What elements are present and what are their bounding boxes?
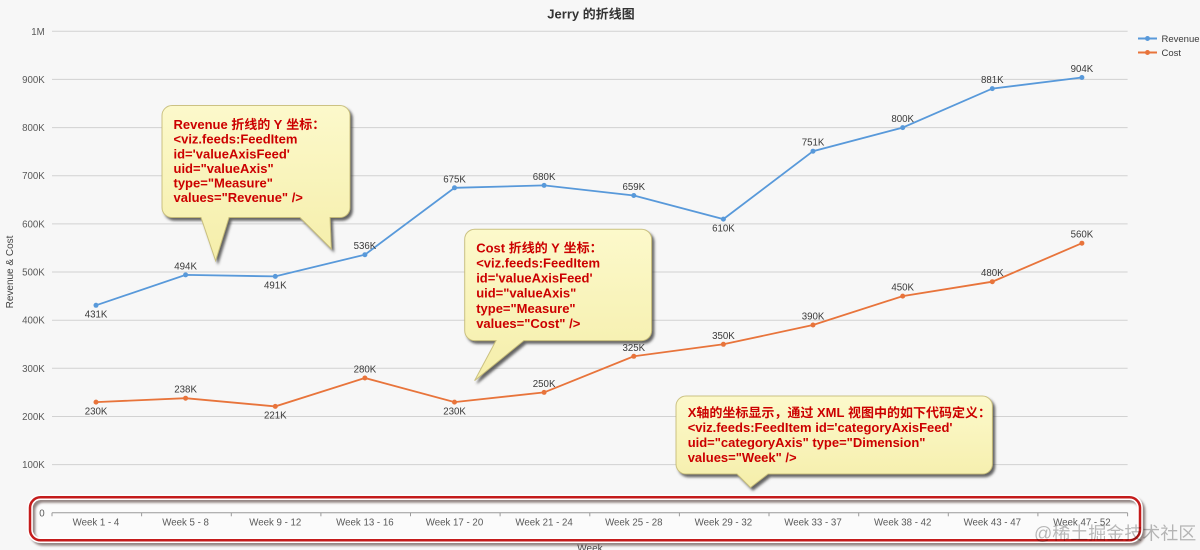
svg-text:Y: Y <box>270 117 285 132</box>
svg-text:494K: 494K <box>174 261 197 272</box>
svg-text:Y: Y <box>548 240 563 255</box>
svg-text:800K: 800K <box>22 123 45 134</box>
svg-text:Jerry: Jerry <box>547 7 582 22</box>
svg-text:Week 5 - 8: Week 5 - 8 <box>162 518 209 529</box>
svg-text:700K: 700K <box>22 171 45 182</box>
svg-text:280K: 280K <box>354 365 377 376</box>
svg-text:values="Cost" />: values="Cost" /> <box>476 316 581 331</box>
svg-text:200K: 200K <box>22 412 45 423</box>
svg-text:480K: 480K <box>981 268 1004 279</box>
svg-text:900K: 900K <box>22 75 45 86</box>
svg-text:<viz.feeds:FeedItem id='catego: <viz.feeds:FeedItem id='categoryAxisFeed… <box>688 420 953 435</box>
svg-text:Revenue: Revenue <box>1162 34 1200 45</box>
svg-text:600K: 600K <box>22 219 45 230</box>
svg-text:@: @ <box>1034 524 1052 544</box>
svg-text:uid="valueAxis": uid="valueAxis" <box>174 161 274 176</box>
svg-text:610K: 610K <box>712 223 735 234</box>
svg-text:values="Revenue" />: values="Revenue" /> <box>174 190 304 205</box>
svg-text:Week 1 - 4: Week 1 - 4 <box>73 518 120 529</box>
svg-text:Week 17 - 20: Week 17 - 20 <box>426 518 484 529</box>
svg-text:675K: 675K <box>443 174 466 185</box>
svg-text:300K: 300K <box>22 364 45 375</box>
svg-text:230K: 230K <box>85 406 108 417</box>
svg-text:491K: 491K <box>264 281 287 292</box>
svg-text:536K: 536K <box>354 241 377 252</box>
svg-text:Revenue: Revenue <box>174 117 232 132</box>
svg-text:uid="categoryAxis" type="Dimen: uid="categoryAxis" type="Dimension" <box>688 435 926 450</box>
svg-text:XML: XML <box>813 405 847 420</box>
svg-text:0: 0 <box>39 508 45 519</box>
svg-text:Week 29 - 32: Week 29 - 32 <box>695 518 752 529</box>
svg-text:800K: 800K <box>891 114 914 125</box>
svg-text:type="Measure": type="Measure" <box>476 301 575 316</box>
svg-text:id='valueAxisFeed': id='valueAxisFeed' <box>476 271 592 286</box>
svg-text:751K: 751K <box>802 138 825 149</box>
svg-text:Week 13 - 16: Week 13 - 16 <box>336 518 393 529</box>
svg-text:250K: 250K <box>533 379 556 390</box>
svg-text:400K: 400K <box>22 316 45 327</box>
svg-text:881K: 881K <box>981 75 1004 86</box>
svg-text:230K: 230K <box>443 406 466 417</box>
svg-text:type="Measure": type="Measure" <box>174 176 273 191</box>
svg-text:500K: 500K <box>22 268 45 279</box>
svg-text:450K: 450K <box>891 283 914 294</box>
svg-text:1M: 1M <box>31 27 44 38</box>
svg-text:238K: 238K <box>174 385 197 396</box>
svg-text:325K: 325K <box>622 343 645 354</box>
svg-text:560K: 560K <box>1071 230 1094 241</box>
svg-text:431K: 431K <box>85 310 108 321</box>
svg-text:Cost: Cost <box>1162 48 1182 59</box>
svg-text:350K: 350K <box>712 331 735 342</box>
svg-text:100K: 100K <box>22 460 45 471</box>
svg-text:<viz.feeds:FeedItem: <viz.feeds:FeedItem <box>476 256 600 271</box>
svg-text:Week 25 - 28: Week 25 - 28 <box>605 518 662 529</box>
svg-text:id='valueAxisFeed': id='valueAxisFeed' <box>174 146 290 161</box>
svg-text:values="Week" />: values="Week" /> <box>688 450 797 465</box>
svg-text:659K: 659K <box>622 182 645 193</box>
svg-text:Week 9 - 12: Week 9 - 12 <box>249 518 301 529</box>
svg-text:X: X <box>688 405 697 420</box>
svg-text:904K: 904K <box>1071 64 1094 75</box>
svg-text:Week 33 - 37: Week 33 - 37 <box>784 518 841 529</box>
svg-text:390K: 390K <box>802 312 825 323</box>
svg-text:680K: 680K <box>533 172 556 183</box>
svg-text:uid="valueAxis": uid="valueAxis" <box>476 286 576 301</box>
svg-text:221K: 221K <box>264 411 287 422</box>
svg-text:Week 47 - 52: Week 47 - 52 <box>1053 518 1110 529</box>
svg-text:Revenue & Cost: Revenue & Cost <box>5 235 16 308</box>
svg-text:Week 21 - 24: Week 21 - 24 <box>515 518 573 529</box>
svg-text:Week 43 - 47: Week 43 - 47 <box>964 518 1021 529</box>
svg-text:<viz.feeds:FeedItem: <viz.feeds:FeedItem <box>174 132 298 147</box>
svg-text:Week: Week <box>577 544 603 550</box>
svg-text:Week 38 - 42: Week 38 - 42 <box>874 518 931 529</box>
svg-text:Cost: Cost <box>476 240 509 255</box>
